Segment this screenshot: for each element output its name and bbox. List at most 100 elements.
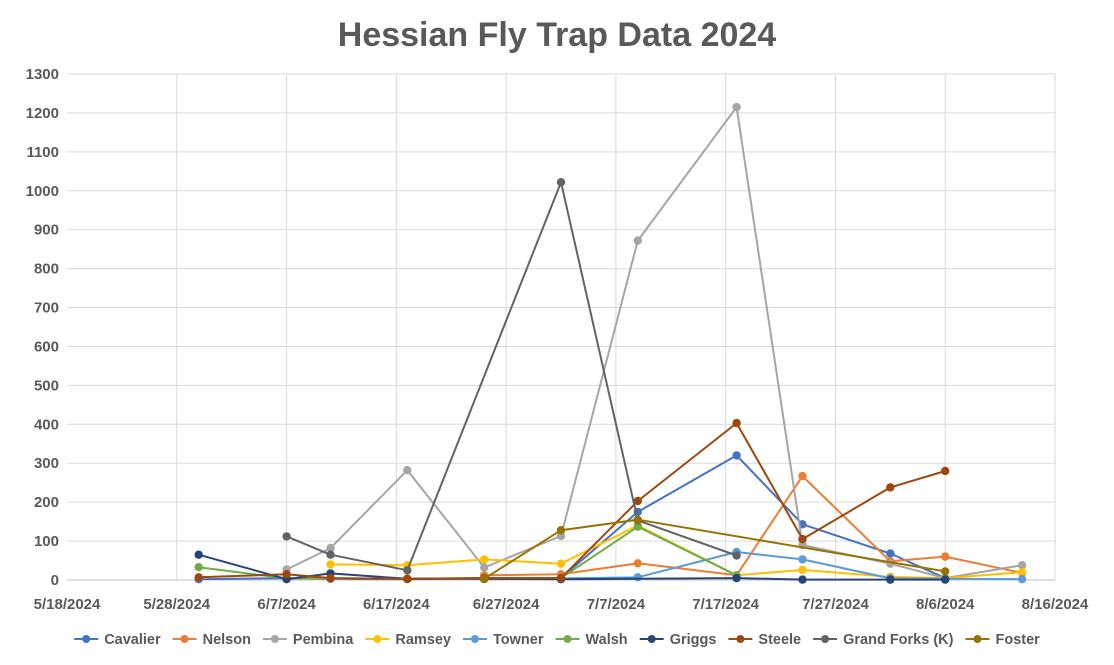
y-tick-label: 0 [51,572,59,589]
series-grand-forks-k [282,178,741,575]
data-point-ramsey [556,559,566,568]
legend-swatch-marker [270,635,279,643]
legend-swatch-marker [821,635,830,643]
y-tick-label: 500 [34,377,59,394]
legend-item-griggs: Griggs [639,632,717,648]
data-point-nelson [798,471,807,481]
y-tick-label: 400 [34,416,59,433]
data-point-towner [798,555,807,564]
data-point-pembina [326,543,335,553]
data-point-towner [633,573,642,582]
x-tick-label: 7/27/2024 [802,596,869,613]
series-line-cavalier [198,454,946,581]
legend-item-foster: Foster [965,632,1040,648]
legend-item-ramsey: Ramsey [365,632,451,648]
data-point-pembina [633,236,642,245]
data-point-steele [403,574,412,583]
legend-swatch-marker [563,635,572,643]
legend-item-steele: Steele [728,632,801,648]
data-point-steele [941,466,950,476]
y-tick-label: 900 [34,222,59,239]
y-tick-label: 100 [34,533,59,550]
data-point-griggs [732,573,741,583]
series-line-walsh [198,525,738,580]
legend-item-grand-forks-k: Grand Forks (K) [813,632,954,648]
data-point-pembina [1017,561,1027,570]
data-point-foster [633,515,642,524]
x-tick-label: 6/27/2024 [473,596,540,613]
data-point-ramsey [1017,568,1027,577]
series-lines [194,102,1027,584]
series-line-pembina [286,106,1023,580]
series-line-steele [198,422,946,580]
data-point-steele [556,573,566,583]
data-point-walsh [194,563,203,572]
y-tick-label: 1200 [26,105,59,122]
legend-swatch-marker [82,635,91,643]
data-point-steele [732,418,741,428]
x-tick-label: 5/18/2024 [34,596,101,613]
data-point-nelson [941,552,950,561]
series-line-grand-forks-k [286,181,737,572]
legend-label: Ramsey [395,632,451,648]
legend-item-cavalier: Cavalier [74,632,161,648]
data-point-nelson [633,559,642,568]
data-point-ramsey [326,560,335,569]
legend-label: Cavalier [104,632,161,648]
y-tick-label: 1300 [26,66,59,83]
x-tick-label: 8/16/2024 [1022,596,1089,613]
data-point-griggs [886,575,895,584]
legend-item-towner: Towner [463,632,544,648]
legend-item-pembina: Pembina [262,632,354,648]
legend-label: Towner [493,632,544,648]
legend-label: Pembina [293,632,354,648]
data-point-ramsey [480,555,489,564]
data-point-steele [633,496,642,506]
y-tick-label: 200 [34,494,59,511]
legend-item-walsh: Walsh [555,632,628,648]
legend-swatch-marker [180,635,189,643]
x-tick-label: 6/7/2024 [257,596,316,613]
data-point-grand-forks-k [326,550,335,559]
data-point-griggs [194,550,203,559]
data-point-cavalier [732,451,741,460]
legend-swatch-marker [373,635,382,643]
data-point-steele [326,573,335,583]
data-point-griggs [798,575,807,584]
x-tick-label: 7/17/2024 [692,596,759,613]
data-point-foster [480,574,489,583]
chart-title: Hessian Fly Trap Data 2024 [338,16,777,54]
y-tick-label: 1000 [26,183,59,200]
data-point-steele [798,534,807,544]
legend-swatch-marker [736,635,745,643]
x-tick-label: 5/28/2024 [143,596,210,613]
legend: Cavalier Nelson Pembina Ramsey Towner Walsh Gr… [74,632,1040,648]
data-point-pembina [403,466,412,475]
series-cavalier [194,451,950,584]
y-tick-label: 1100 [26,144,59,161]
data-point-ramsey [798,565,807,575]
series-line-nelson [484,475,1023,577]
series-line-foster [483,518,946,580]
series-foster [480,515,950,583]
data-point-foster [556,526,566,535]
gridlines [67,73,1056,580]
y-tick-label: 600 [34,338,59,355]
y-tick-label: 800 [34,261,59,278]
data-point-steele [886,483,895,492]
data-point-grand-forks-k [403,566,412,575]
legend-item-nelson: Nelson [172,632,251,648]
data-point-grand-forks-k [732,551,741,560]
legend-label: Steele [758,632,801,648]
legend-label: Grand Forks (K) [843,632,954,648]
legend-label: Griggs [670,632,717,648]
data-point-towner [1017,575,1027,584]
data-point-pembina [556,531,566,541]
legend-swatch-marker [647,635,656,643]
x-tick-label: 7/7/2024 [587,596,646,613]
data-point-steele [194,573,203,582]
data-point-pembina [480,563,489,572]
data-point-grand-forks-k [282,532,291,541]
